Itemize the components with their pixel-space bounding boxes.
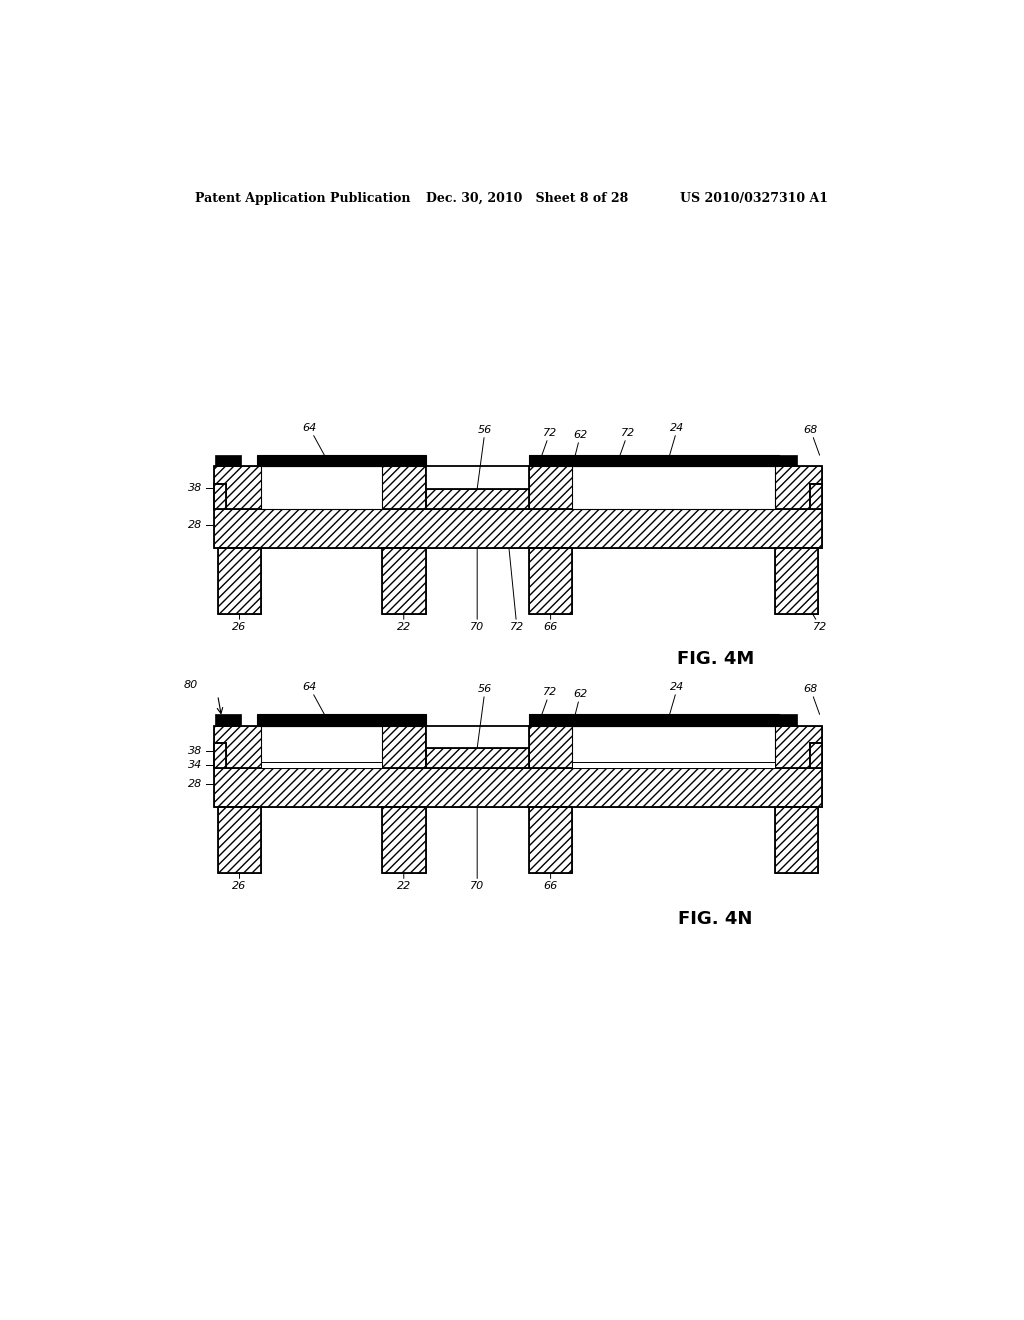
- Polygon shape: [382, 807, 426, 873]
- Polygon shape: [771, 455, 797, 466]
- Polygon shape: [559, 714, 586, 726]
- Text: 70: 70: [470, 548, 484, 632]
- Text: 26: 26: [232, 873, 247, 891]
- Text: 72: 72: [542, 688, 557, 714]
- Polygon shape: [426, 748, 528, 768]
- Polygon shape: [771, 714, 797, 726]
- Polygon shape: [775, 548, 818, 614]
- Text: FIG. 4N: FIG. 4N: [678, 909, 753, 928]
- Polygon shape: [214, 483, 225, 510]
- Text: 56: 56: [477, 684, 493, 748]
- Polygon shape: [261, 466, 382, 510]
- Polygon shape: [528, 466, 822, 510]
- Text: 66: 66: [544, 873, 558, 891]
- Polygon shape: [257, 455, 426, 466]
- Polygon shape: [572, 762, 775, 768]
- Text: 72: 72: [621, 428, 635, 455]
- Polygon shape: [214, 768, 822, 807]
- Text: 66: 66: [544, 614, 558, 632]
- Text: 72: 72: [509, 548, 524, 632]
- Text: 24: 24: [670, 422, 685, 455]
- Polygon shape: [257, 714, 426, 726]
- Text: 80: 80: [183, 680, 198, 690]
- Text: 72: 72: [542, 428, 557, 455]
- Polygon shape: [811, 743, 822, 768]
- Polygon shape: [218, 548, 261, 614]
- Polygon shape: [214, 483, 225, 510]
- Polygon shape: [214, 726, 426, 768]
- Text: 70: 70: [470, 807, 484, 891]
- Polygon shape: [214, 466, 426, 510]
- Polygon shape: [426, 488, 528, 510]
- Polygon shape: [214, 510, 822, 548]
- Text: US 2010/0327310 A1: US 2010/0327310 A1: [680, 191, 827, 205]
- Text: 34: 34: [187, 760, 202, 770]
- Polygon shape: [218, 807, 261, 873]
- Polygon shape: [572, 726, 775, 768]
- Text: 22: 22: [396, 873, 411, 891]
- Polygon shape: [572, 466, 775, 510]
- Polygon shape: [528, 455, 555, 466]
- Polygon shape: [261, 762, 382, 768]
- Text: 68: 68: [804, 425, 819, 455]
- Polygon shape: [811, 483, 822, 510]
- Text: 62: 62: [572, 689, 588, 726]
- Polygon shape: [559, 455, 586, 466]
- Text: 68: 68: [804, 684, 819, 714]
- Text: 24: 24: [670, 682, 685, 714]
- Polygon shape: [528, 726, 822, 768]
- Polygon shape: [811, 743, 822, 768]
- Polygon shape: [528, 807, 572, 873]
- Polygon shape: [528, 548, 572, 614]
- Polygon shape: [214, 743, 225, 768]
- Text: 62: 62: [572, 430, 588, 466]
- Text: 22: 22: [396, 614, 411, 632]
- Text: 28: 28: [187, 779, 202, 788]
- Polygon shape: [382, 548, 426, 614]
- Text: Patent Application Publication: Patent Application Publication: [196, 191, 411, 205]
- Text: 64: 64: [302, 682, 325, 714]
- Polygon shape: [775, 807, 818, 873]
- Text: 38: 38: [187, 483, 202, 492]
- Text: 26: 26: [232, 614, 247, 632]
- Polygon shape: [528, 455, 778, 466]
- Text: 38: 38: [187, 746, 202, 756]
- Text: 56: 56: [477, 425, 493, 488]
- Polygon shape: [426, 466, 528, 488]
- Text: FIG. 4M: FIG. 4M: [677, 651, 754, 668]
- Polygon shape: [528, 714, 778, 726]
- Polygon shape: [426, 726, 528, 748]
- Polygon shape: [261, 726, 382, 768]
- Text: Dec. 30, 2010   Sheet 8 of 28: Dec. 30, 2010 Sheet 8 of 28: [426, 191, 628, 205]
- Polygon shape: [528, 714, 555, 726]
- Text: 72: 72: [812, 614, 827, 632]
- Polygon shape: [811, 483, 822, 510]
- Polygon shape: [215, 714, 242, 726]
- Polygon shape: [215, 455, 242, 466]
- Text: 28: 28: [187, 520, 202, 529]
- Text: 64: 64: [302, 422, 325, 455]
- Polygon shape: [214, 743, 225, 768]
